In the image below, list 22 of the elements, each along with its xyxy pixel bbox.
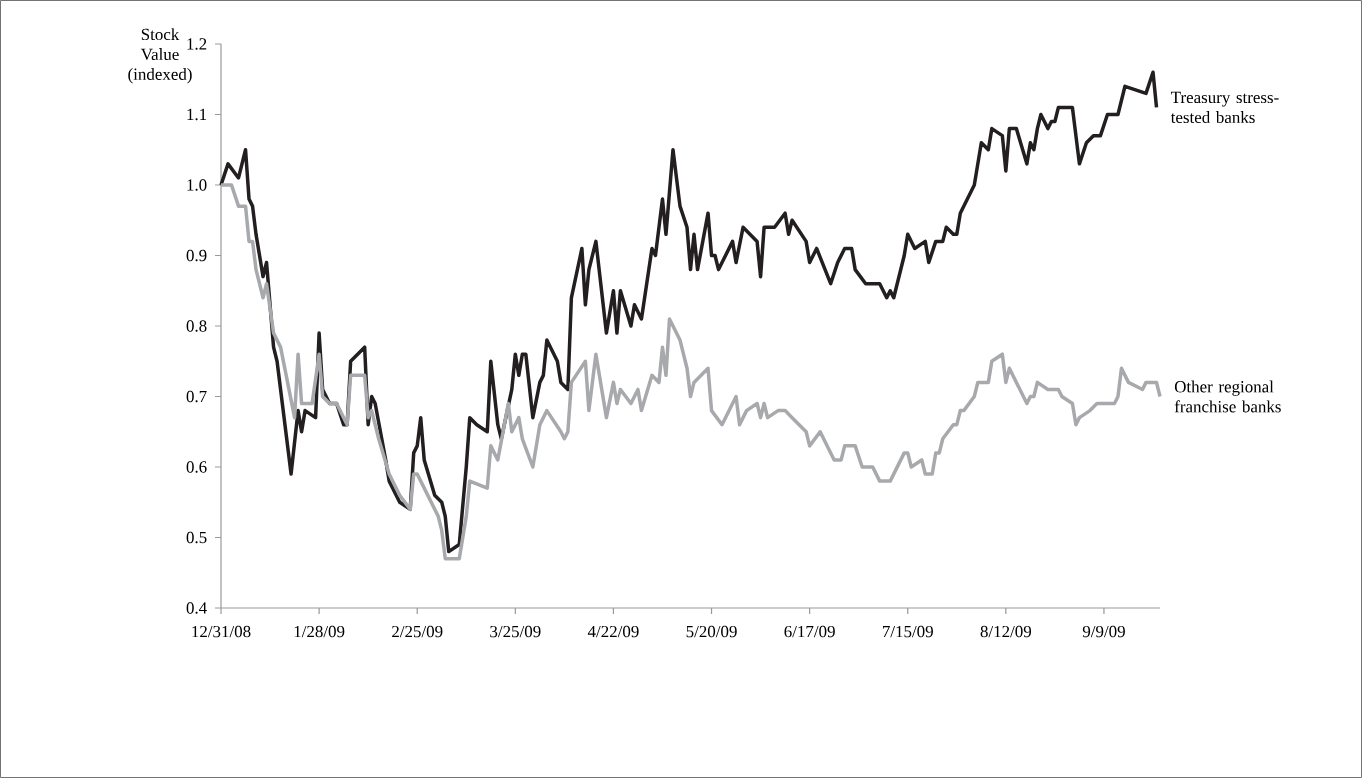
y-tick-label: 0.9: [186, 249, 207, 262]
line-series: [219, 70, 1159, 554]
y-tick-label: 0.5: [186, 531, 207, 544]
x-tick-label: 5/20/09: [686, 625, 737, 638]
y-tick-label: 0.4: [186, 602, 207, 614]
y-tick-label: 0.6: [186, 461, 207, 473]
x-tick-label: 8/12/09: [980, 625, 1032, 638]
x-tick-label: 1/28/09: [294, 625, 345, 638]
x-tick-label: 3/25/09: [490, 625, 541, 638]
x-tick-label: 6/17/09: [784, 625, 835, 638]
series-label: Other regional franchise banks: [1174, 380, 1281, 413]
x-tick-label: 9/9/09: [1082, 625, 1125, 638]
x-tick-label: 7/15/09: [882, 625, 933, 638]
y-tick-label: 0.7: [186, 390, 207, 403]
y-tick-label: 0.8: [186, 320, 207, 332]
y-tick-label: 1.2: [187, 38, 207, 50]
y-tick-label: 1.1: [187, 108, 207, 121]
y-tick-label: 1.0: [187, 179, 207, 191]
x-tick-label: 4/22/09: [587, 625, 639, 638]
series-label: Treasury stress-tested banks: [1170, 91, 1279, 124]
x-tick-label: 2/25/09: [392, 625, 443, 638]
x-tick-label: 12/31/08: [192, 625, 251, 638]
